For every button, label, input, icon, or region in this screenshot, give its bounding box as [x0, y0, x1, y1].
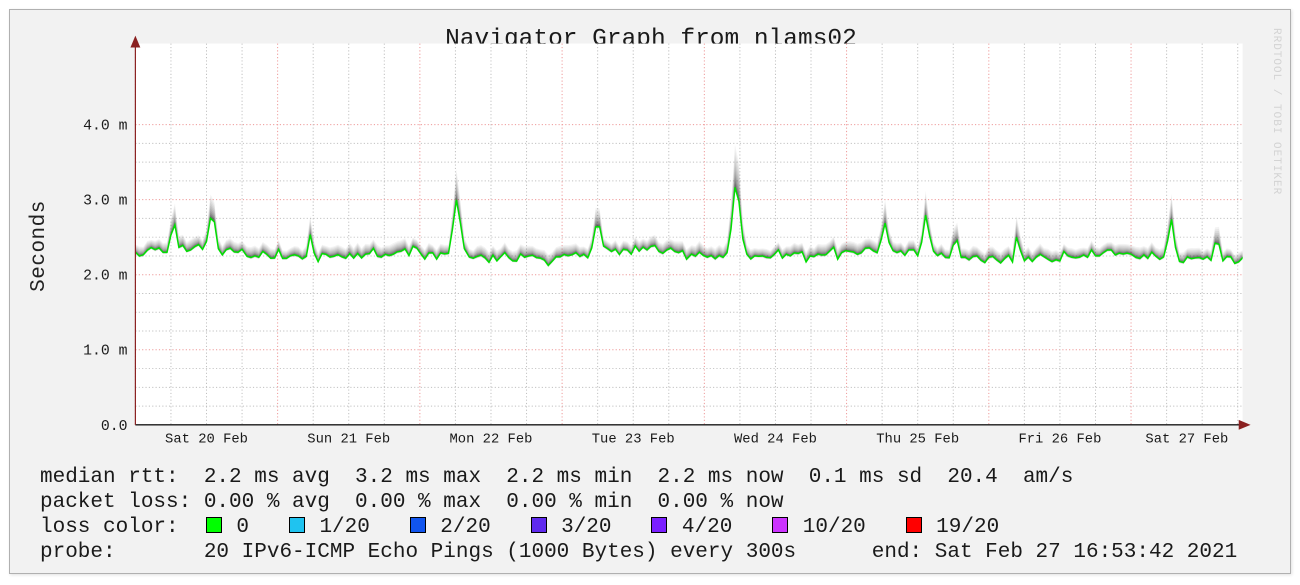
svg-text:Fri 26 Feb: Fri 26 Feb [1018, 432, 1101, 448]
svg-text:Wed 24 Feb: Wed 24 Feb [734, 432, 817, 448]
svg-text:Sat 27 Feb: Sat 27 Feb [1145, 432, 1228, 448]
svg-text:Sat 20 Feb: Sat 20 Feb [165, 432, 248, 448]
svg-text:Mon 22 Feb: Mon 22 Feb [450, 432, 533, 448]
svg-text:Tue 23 Feb: Tue 23 Feb [592, 432, 675, 448]
svg-text:1.0 m: 1.0 m [83, 344, 128, 360]
svg-text:0.0: 0.0 [101, 419, 128, 435]
svg-text:Sun 21 Feb: Sun 21 Feb [307, 432, 390, 448]
svg-text:Thu 25 Feb: Thu 25 Feb [876, 432, 959, 448]
svg-text:4.0 m: 4.0 m [83, 119, 128, 135]
svg-text:3.0 m: 3.0 m [83, 194, 128, 210]
svg-text:2.0 m: 2.0 m [83, 269, 128, 285]
